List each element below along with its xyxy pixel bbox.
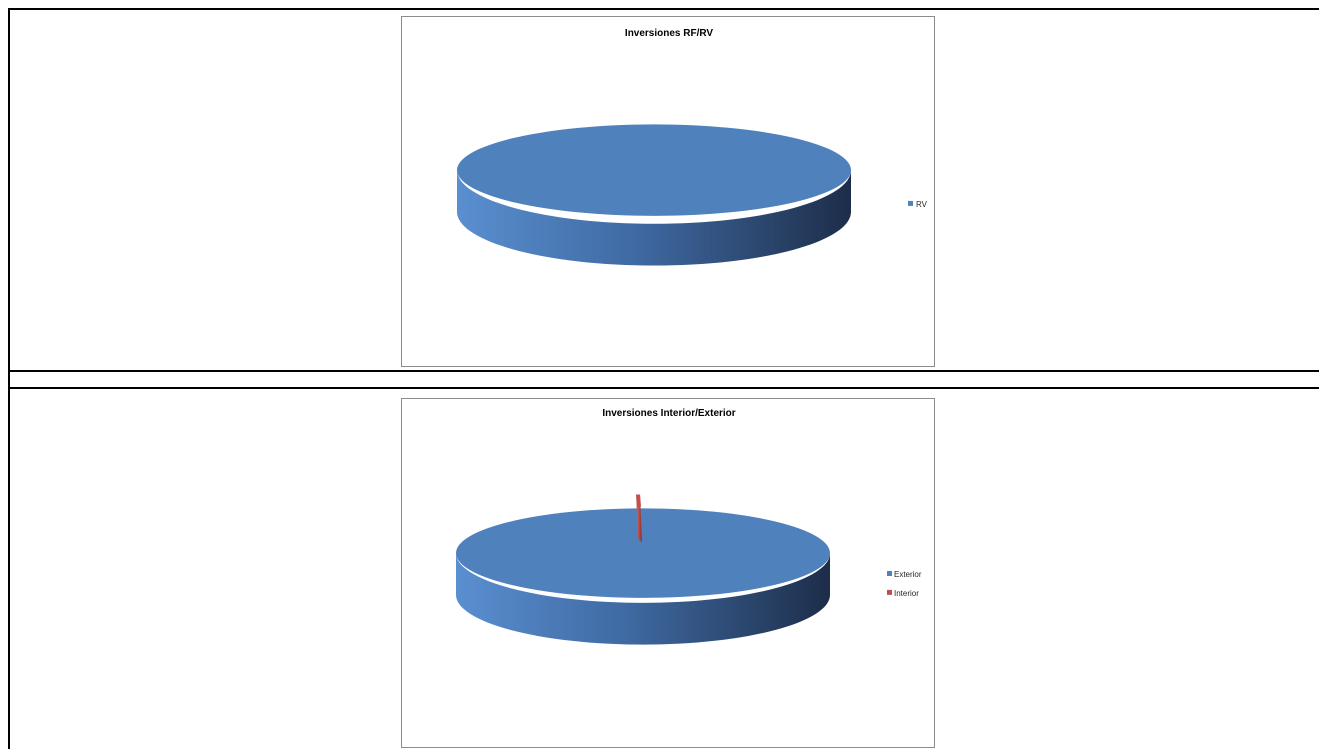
pie-slice-interior-top	[636, 494, 641, 511]
pie-top-rv	[457, 124, 851, 216]
legend-swatch-exterior	[887, 571, 892, 576]
pie-slice-interior	[636, 494, 642, 543]
legend-swatch-rv	[908, 200, 913, 206]
middle-frame-line-upper	[8, 370, 1319, 372]
chart-rf-rv: Inversiones RF/RV RV	[457, 28, 928, 266]
pie-side-rv	[457, 170, 851, 266]
pie-top-exterior	[456, 508, 830, 598]
pie-slice-exterior	[456, 508, 830, 645]
pie-slice-rv	[457, 124, 851, 266]
top-frame-line	[8, 8, 1319, 10]
chart-title: Inversiones RF/RV	[625, 28, 714, 39]
chart-title: Inversiones Interior/Exterior	[602, 408, 735, 419]
legend-label-exterior: Exterior	[894, 570, 922, 579]
legend-swatch-interior	[887, 589, 892, 595]
chart-interior-exterior: Inversiones Interior/Exterior Exterior I…	[456, 408, 922, 645]
pie-side-exterior	[456, 553, 830, 645]
chart-card-rf-rv: Inversiones RF/RV RV	[401, 16, 935, 367]
legend: RV	[908, 200, 928, 209]
legend: Exterior Interior	[887, 570, 922, 598]
left-frame-line	[8, 8, 10, 749]
middle-frame-line-lower	[8, 387, 1319, 389]
chart-card-interior-exterior: Inversiones Interior/Exterior Exterior I…	[401, 398, 935, 748]
legend-label-interior: Interior	[894, 589, 919, 598]
legend-label-rv: RV	[916, 200, 928, 209]
